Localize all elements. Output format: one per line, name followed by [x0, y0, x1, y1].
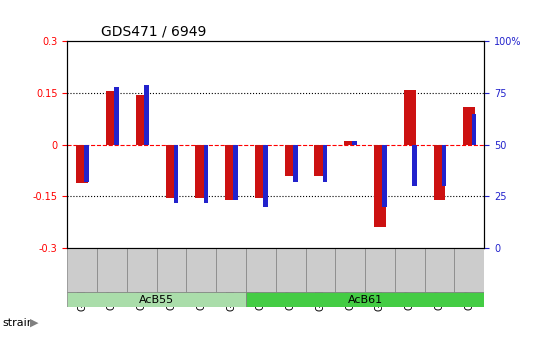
FancyBboxPatch shape [246, 292, 484, 307]
Bar [225, 145, 237, 200]
Bar [203, 145, 208, 203]
Text: GDS471 / 6949: GDS471 / 6949 [101, 25, 206, 39]
FancyBboxPatch shape [157, 248, 186, 292]
FancyBboxPatch shape [455, 248, 484, 292]
FancyBboxPatch shape [365, 248, 395, 292]
Bar [166, 145, 178, 198]
Bar [263, 145, 268, 207]
Text: ▶: ▶ [30, 318, 38, 327]
Bar [76, 145, 88, 183]
FancyBboxPatch shape [424, 248, 455, 292]
Bar [382, 145, 387, 207]
Bar [144, 85, 148, 145]
FancyBboxPatch shape [186, 248, 216, 292]
Bar [233, 145, 238, 200]
Bar [195, 145, 207, 198]
FancyBboxPatch shape [395, 248, 424, 292]
FancyBboxPatch shape [127, 248, 157, 292]
FancyBboxPatch shape [335, 248, 365, 292]
Bar [136, 95, 147, 145]
Bar [434, 145, 445, 200]
Bar [114, 87, 119, 145]
Bar [404, 90, 416, 145]
Bar [314, 145, 327, 176]
Bar [285, 145, 296, 176]
Bar [323, 145, 327, 182]
FancyBboxPatch shape [275, 248, 306, 292]
Bar [374, 145, 386, 227]
Bar [463, 107, 475, 145]
FancyBboxPatch shape [306, 248, 335, 292]
Bar [352, 140, 357, 145]
Bar [442, 145, 447, 186]
Text: AcB61: AcB61 [348, 295, 383, 305]
FancyBboxPatch shape [216, 248, 246, 292]
Bar [412, 145, 417, 186]
Text: AcB55: AcB55 [139, 295, 174, 305]
Bar [106, 91, 118, 145]
FancyBboxPatch shape [246, 248, 275, 292]
FancyBboxPatch shape [97, 248, 127, 292]
FancyBboxPatch shape [67, 292, 246, 307]
Bar [472, 114, 476, 145]
Text: strain: strain [3, 318, 34, 327]
Bar [174, 145, 179, 203]
Bar [255, 145, 267, 198]
Bar [344, 141, 356, 145]
FancyBboxPatch shape [67, 248, 97, 292]
Bar [293, 145, 298, 182]
Bar [84, 145, 89, 182]
